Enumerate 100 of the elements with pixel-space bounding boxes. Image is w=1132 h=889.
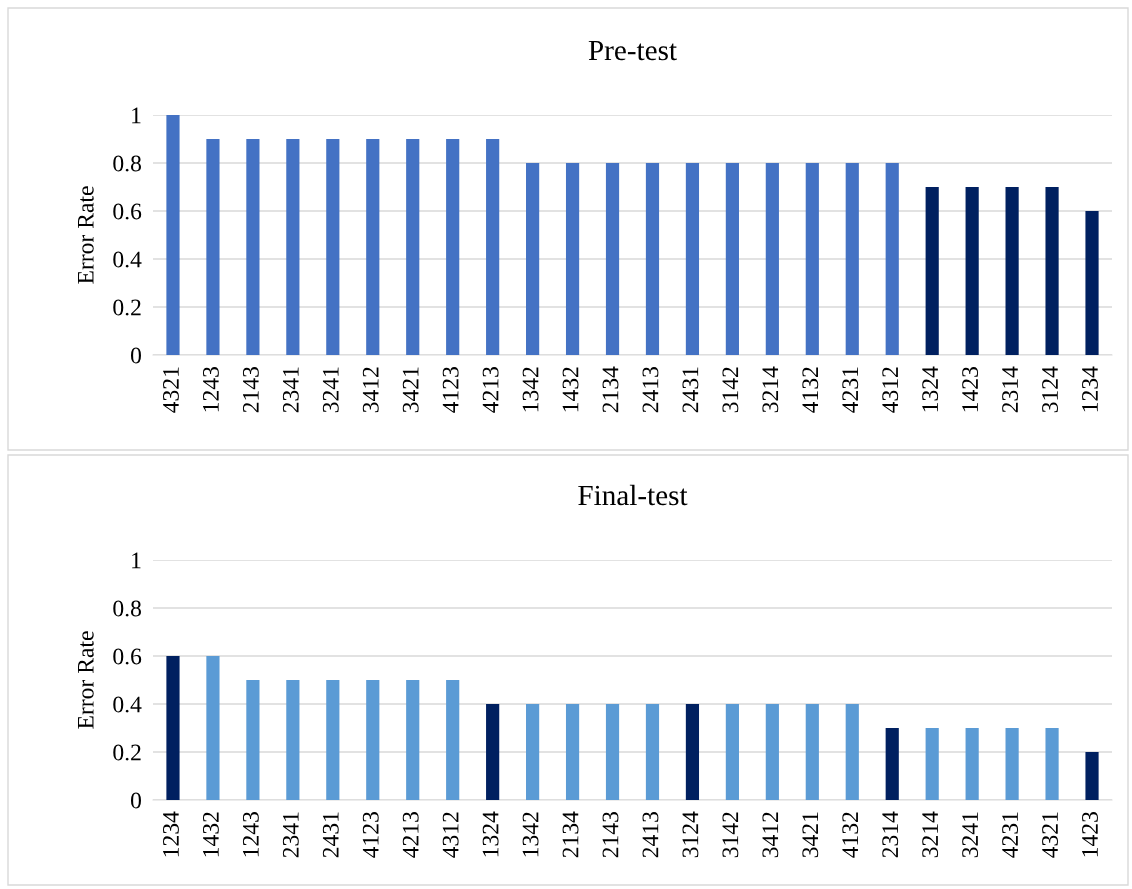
bar [965,728,979,800]
y-axis-title: Error Rate [78,631,94,729]
x-tick-label: 3241 [962,812,979,858]
x-tick-label: 3412 [362,367,379,413]
x-tick-label: 4132 [842,812,859,858]
y-tick-label: 0.6 [113,648,142,665]
x-tick-label: 4312 [882,367,899,413]
y-tick-label: 1 [132,552,141,569]
y-tick-label: 0.8 [113,155,141,172]
bar [645,163,660,355]
bar [206,656,220,800]
bar [526,163,540,355]
bar [805,163,819,355]
x-tick-label: 1432 [562,367,579,412]
bar [486,139,500,355]
y-tick-label: 0.6 [113,203,142,220]
x-tick-label: 4123 [362,812,379,858]
bar [366,680,380,800]
bar [565,704,580,800]
x-tick-label: 2431 [322,812,339,858]
x-tick-label: 2134 [562,811,579,858]
y-tick-label: 0.2 [113,744,141,761]
x-tick-label: 1342 [522,812,539,857]
x-tick-label: 1423 [962,367,979,412]
x-tick-label: 3214 [922,811,939,858]
x-tick-label: 3124 [1042,366,1058,413]
bar [725,163,739,355]
y-tick-label: 1 [132,107,141,124]
bar [526,704,540,800]
x-tick-label: 4213 [482,367,499,413]
bar [246,139,260,355]
bar [845,704,859,800]
x-tick-label: 3412 [762,812,779,858]
bar [845,163,859,355]
bar [166,115,180,355]
bar [925,187,939,355]
bar [286,139,300,355]
bar [725,704,739,800]
bar [925,728,939,800]
x-tick-label: 1243 [242,812,259,857]
x-tick-label: 1432 [202,812,219,857]
bar [406,139,420,355]
x-tick-label: 2314 [882,811,899,858]
bar [246,680,260,800]
x-tick-label: 4231 [1002,812,1019,858]
x-tick-label: 3124 [682,811,699,858]
bar [1005,728,1019,800]
y-tick-label: 0 [130,347,141,364]
bar [206,139,220,355]
bar [286,680,300,800]
x-tick-label: 3142 [722,367,739,413]
bar [406,680,420,800]
x-tick-label: 2431 [682,367,699,413]
x-tick-label: 3142 [722,812,739,858]
chart-title: Final-test [578,484,688,506]
x-tick-label: 2143 [242,367,259,413]
x-tick-label: 1234 [163,811,179,857]
x-tick-label: 1423 [1082,812,1098,857]
x-tick-label: 2341 [282,812,299,858]
bar [685,704,700,800]
x-tick-label: 1324 [482,811,499,857]
x-tick-label: 4321 [1042,812,1058,858]
x-tick-label: 3421 [802,812,819,858]
x-tick-label: 3241 [322,367,339,413]
bar [765,704,779,800]
bar [166,656,180,800]
x-tick-label: 2314 [1002,366,1019,413]
bar [1045,187,1059,355]
bar [446,680,460,800]
bar [565,163,580,355]
bar [446,139,460,355]
x-tick-label: 3421 [402,367,419,413]
bar [885,163,899,355]
bar [366,139,380,355]
x-tick-label: 1342 [522,367,539,412]
y-tick-label: 0 [130,792,141,809]
y-tick-label: 0.4 [113,251,142,268]
bar [326,139,340,355]
bar [765,163,779,355]
bar [885,728,899,800]
x-tick-label: 4231 [842,367,859,413]
x-tick-label: 2143 [602,812,619,858]
x-tick-label: 3214 [762,366,779,413]
bar [645,704,660,800]
chart-title: Pre-test [588,40,677,61]
x-tick-label: 1234 [1082,366,1098,412]
x-tick-label: 4132 [802,367,819,413]
bar [1085,211,1099,355]
bar [326,680,340,800]
y-tick-label: 0.2 [113,299,141,316]
bar [486,704,500,800]
bar [1085,752,1099,800]
x-tick-label: 2341 [282,367,299,413]
bar [685,163,700,355]
x-tick-label: 4123 [442,367,459,413]
x-tick-label: 4213 [402,812,419,858]
bar [605,704,620,800]
y-tick-label: 0.8 [113,600,141,617]
x-tick-label: 1243 [202,367,219,412]
bar [965,187,979,355]
